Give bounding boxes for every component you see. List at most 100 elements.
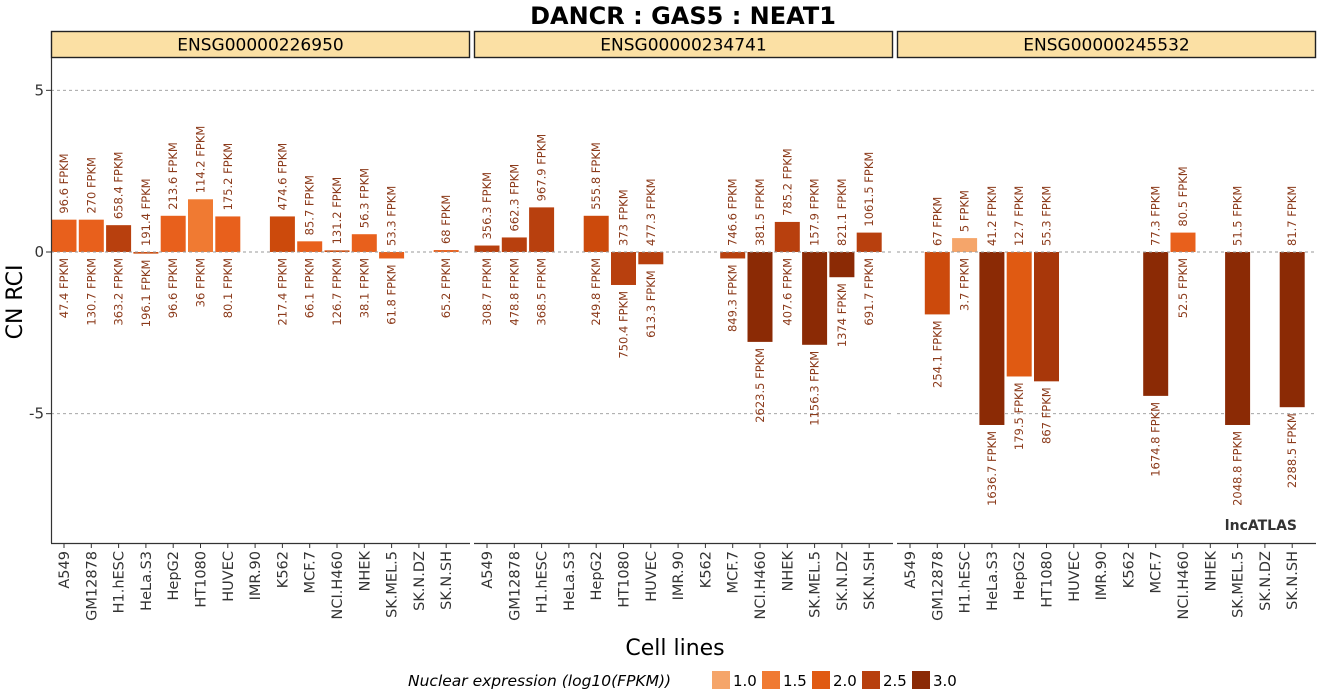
- cytoplasmic-fpkm-label: 55.3 FPKM: [1040, 186, 1054, 246]
- legend-swatch-1-5: [762, 671, 780, 689]
- cytoplasmic-fpkm-label: 175.2 FPKM: [221, 143, 235, 211]
- x-tick-label-gm12878: GM12878: [507, 551, 523, 621]
- nuclear-fpkm-label: 217.4 FPKM: [275, 258, 289, 326]
- panel-ensg00000226950: ENSG00000226950 A549 96.6 FPKM 47.4 FPKM GM1…: [50, 30, 471, 621]
- x-tick-label-nci-h460: NCI.H460: [753, 551, 769, 619]
- x-tick-label-mcf-7: MCF.7: [726, 551, 742, 593]
- x-tick-label-ht1080: HT1080: [1040, 551, 1056, 608]
- cytoplasmic-fpkm-label: 785.2 FPKM: [780, 148, 794, 216]
- bar-hela-s3: [979, 252, 1005, 425]
- bar-sk-n-sh: [433, 250, 459, 252]
- bar-nci-h460: [747, 252, 773, 342]
- x-tick-label-mcf-7: MCF.7: [1149, 551, 1165, 593]
- cytoplasmic-fpkm-label: 373 FPKM: [617, 189, 631, 246]
- nuclear-fpkm-label: 1156.3 FPKM: [808, 351, 822, 426]
- x-tick-label-hela-s3: HeLa.S3: [139, 551, 155, 611]
- cytoplasmic-fpkm-label: 80.5 FPKM: [1176, 166, 1190, 226]
- nuclear-fpkm-label: 66.1 FPKM: [303, 258, 317, 318]
- cytoplasmic-fpkm-label: 96.6 FPKM: [57, 153, 71, 213]
- cytoplasmic-fpkm-label: 477.3 FPKM: [644, 178, 658, 246]
- nuclear-fpkm-label: 130.7 FPKM: [84, 258, 98, 326]
- x-tick-label-gm12878: GM12878: [930, 551, 946, 621]
- bar-nhek: [351, 234, 377, 252]
- bar-a549: [51, 219, 77, 252]
- nuclear-fpkm-label: 750.4 FPKM: [617, 291, 631, 359]
- cytoplasmic-fpkm-label: 662.3 FPKM: [507, 164, 521, 232]
- bar-huvec: [215, 216, 241, 252]
- legend: Nuclear expression (log10(FPKM)) 1.0 1.5 2…: [408, 671, 957, 690]
- x-tick-label-nci-h460: NCI.H460: [1176, 551, 1192, 619]
- cytoplasmic-fpkm-label: 85.7 FPKM: [303, 175, 317, 235]
- y-tick-label: 0: [34, 243, 44, 261]
- x-tick-label-sk-n-sh: SK.N.SH: [862, 551, 878, 610]
- legend-swatch-2-0: [812, 671, 830, 689]
- facet-strip-label: ENSG00000234741: [600, 36, 766, 56]
- bar-sk-n-sh: [856, 232, 882, 252]
- x-tick-label-gm12878: GM12878: [84, 551, 100, 621]
- bar-huvec: [638, 252, 664, 265]
- bar-nhek: [774, 221, 800, 252]
- nuclear-fpkm-label: 61.8 FPKM: [385, 264, 399, 324]
- x-tick-label-a549: A549: [57, 551, 73, 589]
- bar-mcf-7: [720, 252, 746, 259]
- nuclear-fpkm-label: 368.5 FPKM: [535, 258, 549, 326]
- cytoplasmic-fpkm-label: 157.9 FPKM: [808, 178, 822, 246]
- x-tick-label-nhek: NHEK: [780, 551, 796, 592]
- nuclear-fpkm-label: 478.8 FPKM: [507, 258, 521, 326]
- x-tick-label-k562: K562: [1121, 551, 1137, 588]
- panel-ensg00000245532: ENSG00000245532 A549 GM12878 67 FPKM 254.1 F…: [896, 30, 1317, 621]
- nuclear-fpkm-label: 36 FPKM: [194, 258, 208, 307]
- facet-strip-label: ENSG00000226950: [177, 36, 343, 56]
- bar-hepg2: [1006, 252, 1032, 377]
- cytoplasmic-fpkm-label: 746.6 FPKM: [726, 178, 740, 246]
- cytoplasmic-fpkm-label: 114.2 FPKM: [194, 126, 208, 194]
- x-tick-label-nhek: NHEK: [357, 551, 373, 592]
- x-tick-label-ht1080: HT1080: [194, 551, 210, 608]
- bar-sk-n-sh: [1279, 252, 1305, 408]
- facet-strip: [50, 30, 471, 59]
- x-tick-label-sk-mel-5: SK.MEL.5: [1231, 551, 1247, 618]
- nuclear-fpkm-label: 613.3 FPKM: [644, 270, 658, 338]
- bar-gm12878: [924, 252, 950, 315]
- x-tick-label-ht1080: HT1080: [617, 551, 633, 608]
- x-tick-label-imr-90: IMR.90: [671, 551, 687, 600]
- x-tick-label-nci-h460: NCI.H460: [330, 551, 346, 619]
- bar-a549: [474, 245, 500, 252]
- bar-ht1080: [1034, 252, 1059, 382]
- x-tick-label-hela-s3: HeLa.S3: [562, 551, 578, 611]
- x-tick-label-huvec: HUVEC: [221, 551, 237, 602]
- bar-sk-mel-5: [379, 252, 405, 259]
- x-tick-label-sk-n-sh: SK.N.SH: [439, 551, 455, 610]
- y-tick-label: 5: [34, 81, 44, 99]
- x-tick-label-a549: A549: [480, 551, 496, 589]
- lncatlas-watermark: lncATLAS: [1225, 518, 1297, 534]
- panel-ensg00000234741: ENSG00000234741 A549 356.3 FPKM 308.7 FPKM G…: [473, 30, 894, 621]
- cytoplasmic-fpkm-label: 474.6 FPKM: [275, 143, 289, 211]
- cytoplasmic-fpkm-label: 381.5 FPKM: [753, 178, 767, 246]
- bar-hepg2: [583, 215, 609, 252]
- nuclear-fpkm-label: 2288.5 FPKM: [1285, 413, 1299, 488]
- nuclear-fpkm-label: 126.7 FPKM: [330, 258, 344, 326]
- bar-ht1080: [188, 199, 213, 252]
- bar-sk-mel-5: [1225, 252, 1251, 425]
- nuclear-fpkm-label: 38.1 FPKM: [357, 258, 371, 318]
- cytoplasmic-fpkm-label: 270 FPKM: [84, 157, 98, 214]
- legend-label: 2.5: [883, 672, 907, 690]
- legend-swatch-2-5: [862, 671, 880, 689]
- nuclear-fpkm-label: 1636.7 FPKM: [985, 431, 999, 506]
- cytoplasmic-fpkm-label: 41.2 FPKM: [985, 186, 999, 246]
- bar-nci-h460: [324, 250, 350, 252]
- bar-gm12878: [501, 237, 527, 252]
- legend-label: 2.0: [833, 672, 857, 690]
- cytoplasmic-fpkm-label: 68 FPKM: [439, 195, 453, 244]
- cytoplasmic-fpkm-label: 658.4 FPKM: [112, 152, 126, 220]
- nuclear-fpkm-label: 65.2 FPKM: [439, 258, 453, 318]
- cytoplasmic-fpkm-label: 67 FPKM: [930, 197, 944, 246]
- nuclear-fpkm-label: 1374 FPKM: [835, 283, 849, 347]
- cytoplasmic-fpkm-label: 131.2 FPKM: [330, 177, 344, 245]
- cytoplasmic-fpkm-label: 53.3 FPKM: [385, 186, 399, 246]
- nuclear-fpkm-label: 96.6 FPKM: [166, 258, 180, 318]
- x-tick-label-hepg2: HepG2: [589, 551, 605, 601]
